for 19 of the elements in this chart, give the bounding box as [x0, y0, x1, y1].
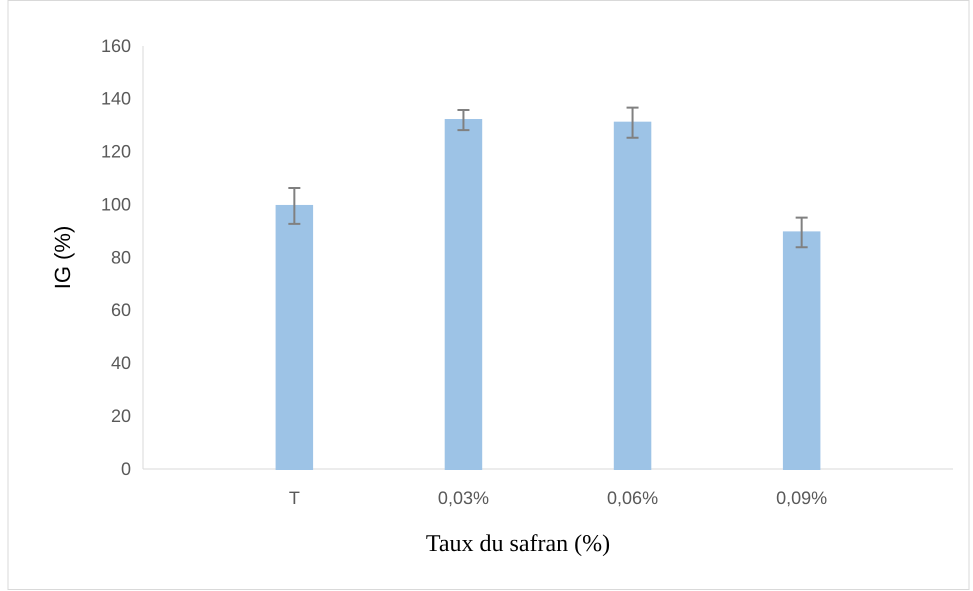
bar [614, 122, 652, 470]
y-tick-label: 80 [110, 247, 131, 268]
x-tick-label: 0,06% [607, 488, 658, 508]
x-tick-label: 0,09% [776, 488, 828, 508]
y-tick-label: 60 [110, 300, 131, 320]
y-tick-label: 0 [120, 458, 131, 479]
y-tick-label: 20 [110, 406, 131, 426]
bar [782, 231, 820, 470]
y-axis-title: IG (%) [50, 226, 75, 290]
y-tick-label: 120 [100, 142, 131, 162]
y-tick-label: 160 [100, 36, 131, 56]
x-axis-title: Taux du safran (%) [426, 531, 610, 557]
x-tick-label: T [288, 488, 300, 508]
x-tick-label: 0,03% [438, 488, 489, 508]
y-tick-label: 140 [100, 88, 131, 109]
y-tick-label: 100 [100, 194, 131, 214]
bar [444, 119, 482, 470]
bar [276, 204, 314, 470]
y-tick-label: 40 [110, 353, 131, 374]
